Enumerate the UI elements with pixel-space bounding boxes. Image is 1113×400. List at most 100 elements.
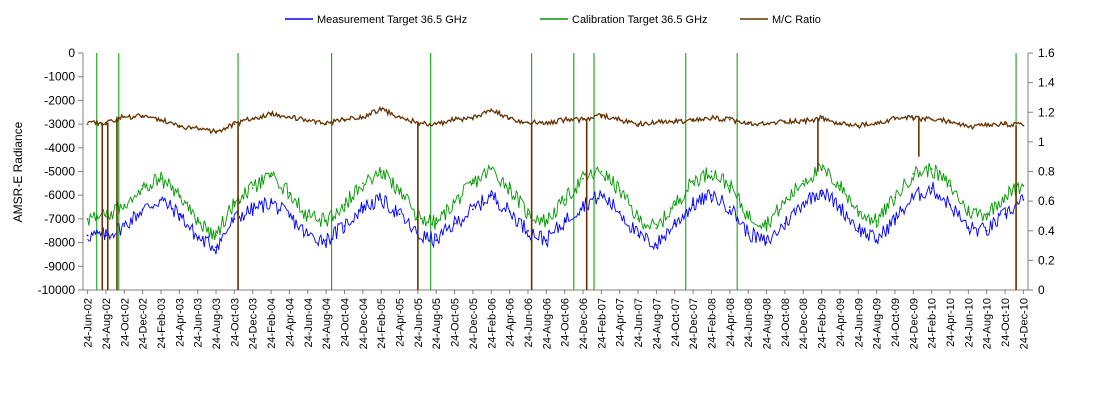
x-tick-label: 24-Feb-07 [596, 298, 608, 349]
measurement-target-36-5-ghz-point [123, 225, 126, 227]
measurement-target-36-5-ghz-point [765, 241, 768, 244]
measurement-target-36-5-ghz-point [1004, 213, 1006, 216]
m-c-ratio-point [288, 115, 291, 118]
calibration-target-36-5-ghz-point [123, 203, 126, 206]
measurement-target-36-5-ghz-point [527, 229, 529, 232]
calibration-target-36-5-ghz-point [233, 201, 236, 204]
measurement-target-36-5-ghz-point [692, 203, 694, 206]
plot-area [83, 53, 1028, 290]
m-c-ratio-point [912, 117, 915, 120]
calibration-target-36-5-ghz-point [215, 234, 217, 237]
m-c-ratio-point [343, 118, 346, 121]
calibration-target-36-5-ghz-point [288, 191, 291, 194]
measurement-target-36-5-ghz-point [380, 199, 383, 201]
m-c-ratio-point [1004, 123, 1006, 125]
calibration-target-36-5-ghz-point [985, 213, 988, 216]
x-tick-label: 24-Dec-08 [798, 298, 810, 349]
measurement-target-36-5-ghz-point [637, 234, 639, 237]
x-tick-label: 24-Apr-05 [395, 298, 407, 347]
m-c-ratio-point [490, 108, 493, 111]
calibration-target-36-5-ghz-point [380, 170, 383, 173]
legend: Measurement Target 36.5 GHz Calibration T… [285, 14, 821, 26]
x-tick-label: 24-Jun-07 [633, 298, 645, 348]
calibration-target-36-5-ghz-point [692, 180, 694, 182]
calibration-target-36-5-ghz-point [160, 177, 162, 180]
calibration-target-36-5-ghz-point [270, 175, 272, 178]
x-tick-label: 24-Aug-04 [321, 298, 333, 349]
right-tick-label: 1.4 [1038, 76, 1055, 90]
x-axis: 24-Jun-02 24-Aug-02 24-Oct-02 24-Dec-02 24-F… [83, 289, 1030, 349]
m-c-ratio-point [123, 115, 126, 118]
calibration-target-36-5-ghz-point [894, 196, 896, 199]
left-tick-label: -6000 [44, 188, 75, 202]
m-c-ratio-point [949, 120, 951, 122]
calibration-target-36-5-ghz-point [728, 184, 731, 187]
measurement-target-36-5-ghz-point [839, 206, 841, 209]
calibration-target-36-5-ghz-point [1022, 184, 1025, 187]
measurement-target-36-5-ghz-point [894, 218, 896, 220]
x-tick-label: 24-Dec-10 [1018, 298, 1030, 349]
left-tick-label: -4000 [44, 141, 75, 155]
m-c-ratio-point [527, 121, 529, 124]
calibration-target-36-5-ghz-point [435, 222, 438, 225]
x-tick-label: 24-Apr-06 [505, 298, 517, 347]
right-tick-label: 0.8 [1038, 165, 1055, 179]
calibration-target-36-5-ghz-point [930, 168, 933, 171]
x-tick-label: 24-Aug-03 [211, 298, 223, 349]
x-tick-label: 24-Jun-04 [303, 298, 315, 348]
left-y-axis: 0 -1000 -2000 -3000 -4000 -5000 -6000 -7000 -800… [38, 46, 84, 297]
calibration-target-36-5-ghz-point [820, 168, 823, 171]
measurement-target-36-5-ghz-point [196, 237, 199, 239]
calibration-target-36-5-ghz-point [747, 215, 750, 218]
right-tick-label: 0.2 [1038, 253, 1055, 267]
measurement-target-36-5-ghz-point [233, 218, 236, 220]
calibration-target-36-5-ghz-point [967, 210, 970, 213]
y-axis-title: AMSR-E Radiance [11, 121, 25, 222]
legend-label: Measurement Target 36.5 GHz [317, 14, 467, 26]
m-c-ratio-point [839, 123, 841, 125]
calibration-target-36-5-ghz-point [765, 222, 768, 225]
x-tick-label: 24-Aug-02 [101, 298, 113, 349]
left-tick-label: -8000 [44, 236, 75, 250]
measurement-target-36-5-ghz-point [710, 194, 713, 197]
calibration-target-36-5-ghz-point [472, 182, 474, 185]
right-tick-label: 1 [1038, 135, 1045, 149]
measurement-target-36-5-ghz-point [251, 208, 254, 211]
m-c-ratio-point [930, 118, 933, 121]
x-tick-label: 24-Feb-06 [486, 298, 498, 349]
x-tick-label: 24-Oct-02 [119, 298, 131, 347]
series-layer [86, 105, 1025, 290]
legend-label: Calibration Target 36.5 GHz [572, 14, 708, 26]
x-tick-label: 24-Jun-08 [743, 298, 755, 348]
calibration-target-36-5-ghz-point [912, 173, 915, 175]
m-c-ratio-point [325, 123, 327, 125]
measurement-target-36-5-ghz-point [306, 234, 309, 237]
x-tick-label: 24-Jun-10 [963, 298, 975, 348]
x-tick-label: 24-Oct-06 [560, 298, 572, 347]
measurement-target-36-5-ghz-point [820, 189, 823, 192]
m-c-ratio-point [875, 123, 878, 125]
calibration-target-36-5-ghz-point [710, 170, 713, 173]
measurement-target-36-5-ghz-point [784, 222, 786, 225]
m-c-ratio-point [361, 115, 364, 118]
m-c-ratio-point [692, 120, 694, 122]
x-tick-label: 24-Dec-05 [468, 298, 480, 349]
right-tick-label: 0.4 [1038, 224, 1055, 238]
measurement-target-36-5-ghz-point [453, 222, 456, 225]
x-tick-label: 24-Aug-08 [762, 298, 774, 349]
m-c-ratio-point [215, 130, 217, 133]
x-tick-label: 24-Feb-08 [706, 298, 718, 349]
x-tick-label: 24-Oct-05 [450, 298, 462, 347]
calibration-target-36-5-ghz-point [839, 184, 841, 187]
measurement-target-36-5-ghz-point [728, 206, 731, 209]
m-c-ratio-point [600, 114, 603, 117]
x-tick-label: 24-Dec-03 [248, 298, 260, 349]
x-tick-label: 24-Jun-05 [413, 298, 425, 348]
m-c-ratio-point [582, 118, 584, 121]
calibration-target-36-5-ghz-point [325, 220, 327, 223]
calibration-target-36-5-ghz-point [802, 180, 805, 182]
x-tick-label: 24-Aug-05 [431, 298, 443, 349]
measurement-target-36-5-ghz-point [967, 227, 970, 230]
